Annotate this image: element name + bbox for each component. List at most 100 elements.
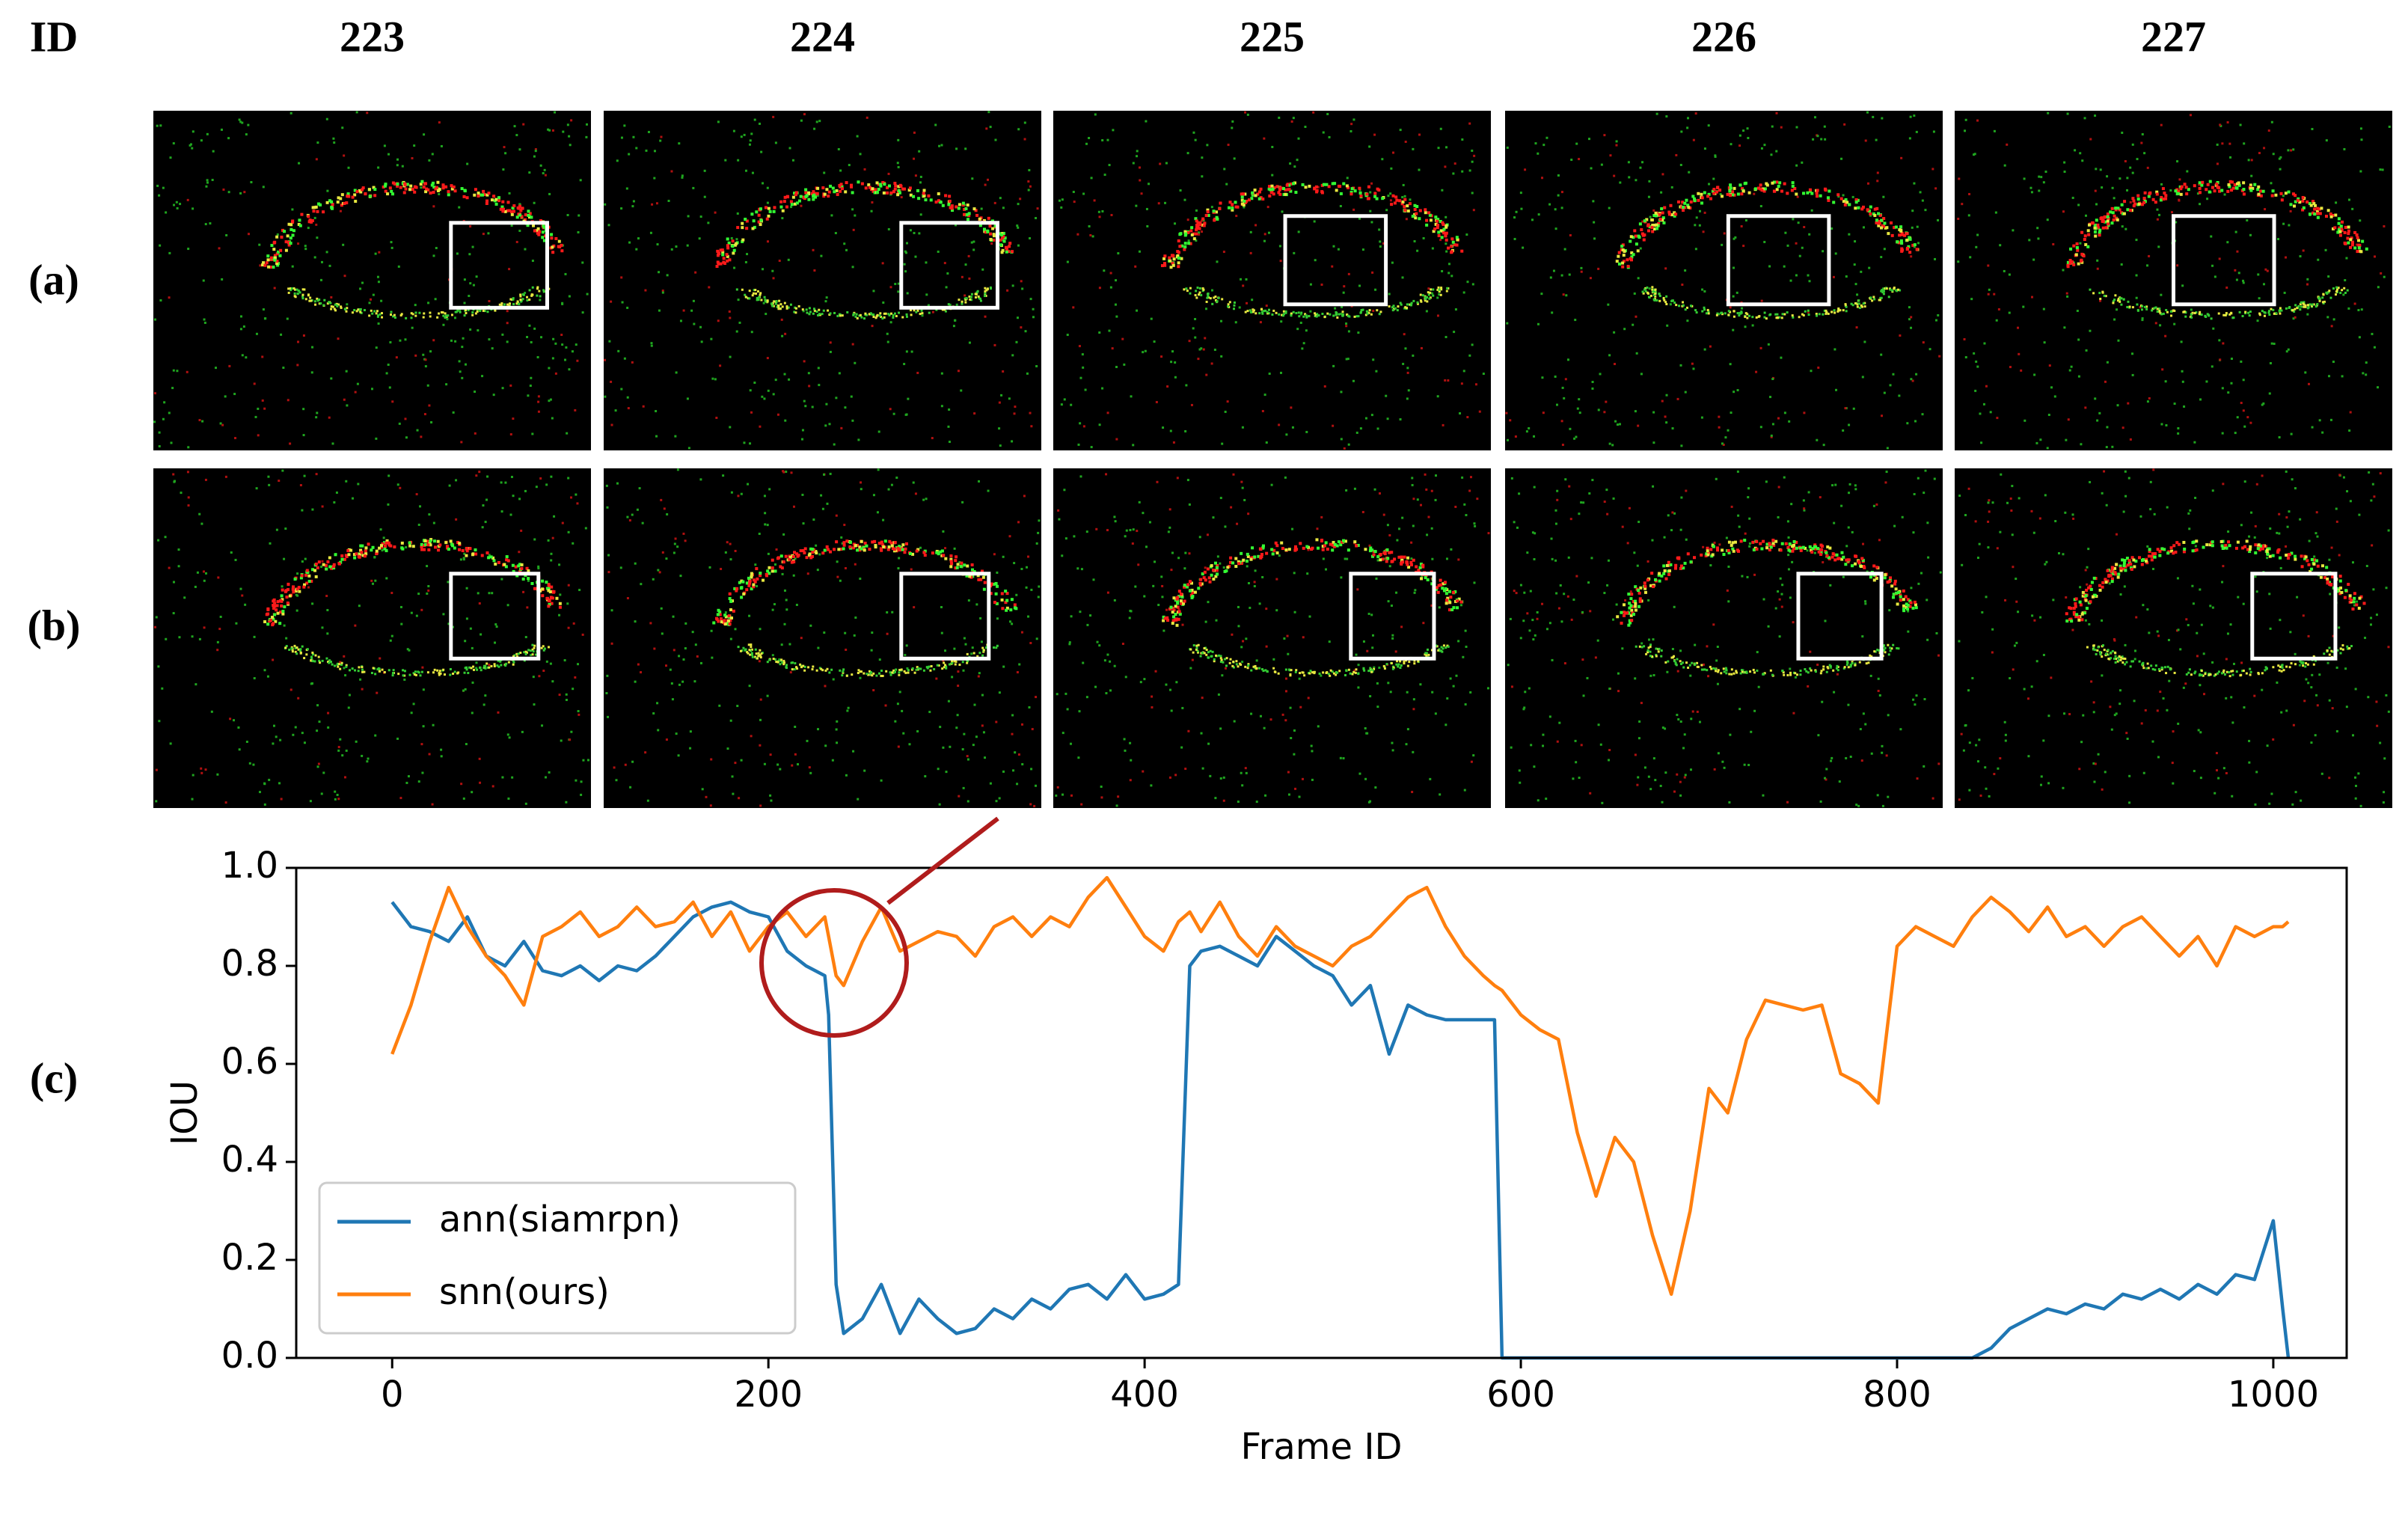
event-dot [530,649,533,652]
event-dot [548,646,551,649]
event-dot [665,557,668,560]
event-dot [2347,241,2350,245]
event-dot [750,331,753,334]
event-dot [567,584,570,587]
event-dot [1721,442,1724,445]
event-dot [1860,270,1863,273]
event-dot [1682,209,1685,212]
event-dot [505,555,509,559]
event-dot [779,768,782,771]
event-dot [1266,312,1269,315]
event-dot [2355,233,2359,236]
event-dot [548,771,551,774]
event-dot [298,162,301,165]
event-dot [1875,218,1879,222]
event-dot [434,298,437,301]
event-dot [1185,384,1188,387]
event-dot [2009,366,2012,369]
event-dot [813,309,816,312]
event-dot [868,186,871,189]
event-dot [1474,383,1477,386]
event-frame [1053,111,1491,450]
event-dot [550,236,554,240]
event-dot [1409,304,1412,307]
event-dot [764,206,768,209]
event-dot [2008,311,2011,314]
event-dot [1689,305,1692,307]
event-dot [2294,200,2297,204]
event-dot [534,587,538,590]
event-dot [2312,202,2316,206]
event-dot [364,546,368,550]
event-dot [871,313,874,316]
event-dot [964,301,967,304]
event-dot [1271,145,1274,148]
event-dot [330,206,334,209]
event-dot [2333,226,2337,230]
event-dot [474,432,477,435]
event-dot [1436,314,1439,317]
event-dot [769,753,772,756]
event-dot [1305,314,1308,317]
event-dot [2332,318,2335,321]
event-dot [2294,304,2297,307]
event-dot [1094,113,1097,116]
event-dot [370,388,373,391]
event-dot [525,566,529,570]
event-dot [525,651,528,654]
event-dot [2170,314,2173,317]
event-dot [2151,307,2154,310]
event-dot [2065,292,2068,295]
event-dot [482,309,485,312]
event-dot [721,250,725,254]
event-dot [217,576,220,579]
event-dot [361,668,364,671]
event-dot [989,782,992,785]
event-dot [429,538,433,542]
event-dot [1646,286,1649,289]
event-dot [790,203,794,206]
event-dot [307,227,310,230]
event-dot [1747,191,1751,195]
event-dot [1533,435,1536,438]
event-dot [651,203,654,206]
event-dot [519,295,522,298]
event-dot [703,195,706,198]
event-dot [512,495,515,498]
event-dot [607,224,610,227]
event-dot [339,738,342,741]
event-dot [379,528,382,531]
event-dot [2071,260,2074,264]
event-dot [1260,307,1263,310]
event-dot [1370,414,1373,417]
event-dot [757,220,761,224]
event-dot [574,408,577,411]
event-dot [432,521,435,524]
event-dot [692,299,695,302]
event-dot [1655,214,1658,218]
event-dot [551,245,554,249]
event-dot [450,313,453,316]
event-dot [345,664,348,667]
event-dot [411,545,415,548]
event-dot [2106,361,2109,364]
event-dot [647,130,650,133]
event-dot [1692,367,1695,370]
event-dot [1111,347,1114,350]
event-dot [766,300,769,303]
event-dot [535,486,538,489]
event-dot [1883,391,1886,394]
event-dot [850,185,854,189]
event-dot [273,602,277,605]
event-dot [1367,185,1371,189]
event-dot [1883,248,1886,251]
event-dot [1478,410,1481,413]
event-dot [1242,284,1245,287]
event-dot [1697,192,1700,195]
event-dot [1830,310,1833,313]
event-dot [2342,293,2345,296]
event-dot [500,481,503,484]
event-dot [239,328,242,331]
event-dot [497,196,501,200]
event-dot [762,302,765,305]
